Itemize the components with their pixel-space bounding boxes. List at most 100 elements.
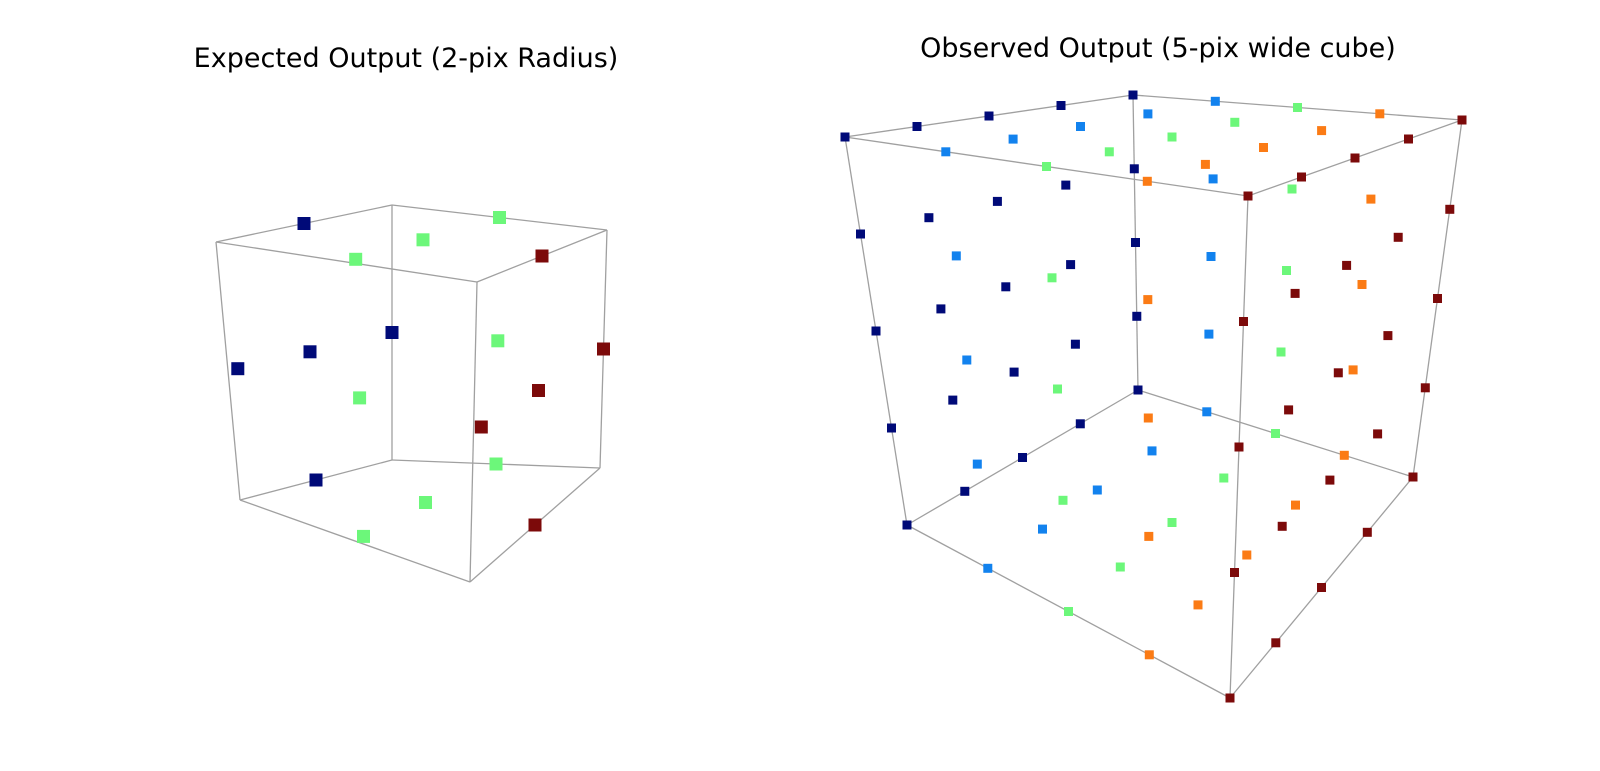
observed-marker-navy xyxy=(887,423,896,433)
observed-marker-azure xyxy=(941,147,951,157)
observed-marker-maroon xyxy=(1457,115,1467,125)
observed-marker-navy xyxy=(1129,164,1139,174)
expected-marker-lime xyxy=(353,391,367,405)
observed-marker-lime xyxy=(1042,162,1051,171)
expected-marker-maroon xyxy=(474,420,488,434)
observed-marker-navy xyxy=(992,196,1002,206)
observed-marker-maroon xyxy=(1239,317,1248,326)
observed-marker-lime xyxy=(1167,132,1177,142)
observed-marker-azure xyxy=(962,355,972,365)
observed-marker-lime xyxy=(1287,184,1297,194)
observed-marker-navy xyxy=(960,486,970,496)
observed-marker-maroon xyxy=(1271,638,1281,648)
observed-marker-lime xyxy=(1293,103,1302,112)
expected-marker-lime xyxy=(491,334,505,348)
expected-panel-title: Expected Output (2-pix Radius) xyxy=(194,43,619,74)
observed-marker-orange xyxy=(1317,126,1327,136)
observed-marker-lime xyxy=(1276,347,1286,357)
observed-marker-orange xyxy=(1193,600,1203,610)
observed-marker-azure xyxy=(1202,407,1212,417)
observed-marker-navy xyxy=(1018,453,1027,462)
observed-panel-title: Observed Output (5-pix wide cube) xyxy=(920,33,1396,64)
expected-marker-lime xyxy=(357,529,370,543)
observed-marker-maroon xyxy=(1290,288,1300,298)
observed-marker-navy xyxy=(1132,311,1142,321)
observed-marker-lime xyxy=(1115,562,1125,572)
observed-marker-orange xyxy=(1357,280,1367,289)
observed-marker-lime xyxy=(1053,384,1062,394)
observed-marker-maroon xyxy=(1297,172,1306,182)
observed-marker-orange xyxy=(1143,413,1153,423)
expected-cube-edge xyxy=(215,241,241,501)
observed-marker-navy xyxy=(1009,367,1019,377)
observed-marker-navy xyxy=(1070,339,1080,349)
expected-marker-maroon xyxy=(535,249,549,263)
observed-marker-lime xyxy=(1047,273,1057,283)
observed-marker-maroon xyxy=(1362,527,1372,537)
observed-marker-maroon xyxy=(1230,568,1239,577)
observed-marker-maroon xyxy=(1317,583,1326,592)
observed-marker-azure xyxy=(1076,122,1085,131)
observed-marker-navy xyxy=(871,326,881,336)
observed-marker-maroon xyxy=(1333,368,1343,378)
observed-marker-maroon xyxy=(1234,442,1244,452)
observed-marker-navy xyxy=(936,304,946,314)
expected-cube-edge xyxy=(215,241,478,283)
observed-marker-azure xyxy=(1008,134,1018,144)
expected-marker-lime xyxy=(349,252,363,266)
observed-marker-azure xyxy=(1210,96,1220,106)
observed-marker-orange xyxy=(1348,365,1358,375)
observed-marker-orange xyxy=(1144,650,1154,660)
observed-marker-navy xyxy=(1075,419,1085,429)
observed-marker-azure xyxy=(951,251,961,261)
observed-marker-maroon xyxy=(1350,153,1360,163)
expected-marker-navy xyxy=(297,217,311,230)
observed-marker-azure xyxy=(983,563,993,573)
observed-marker-azure xyxy=(1147,446,1157,456)
observed-marker-azure xyxy=(1204,329,1214,339)
observed-marker-orange xyxy=(1366,194,1376,204)
observed-marker-orange xyxy=(1375,109,1385,119)
observed-marker-navy xyxy=(902,520,912,530)
observed-marker-navy xyxy=(948,395,958,405)
expected-marker-maroon xyxy=(532,384,545,397)
observed-marker-orange xyxy=(1259,143,1268,152)
expected-marker-navy xyxy=(231,362,245,376)
observed-marker-navy xyxy=(924,213,934,223)
observed-marker-navy xyxy=(1066,260,1076,270)
observed-marker-lime xyxy=(1167,518,1177,527)
observed-marker-lime xyxy=(1104,147,1114,157)
observed-marker-navy xyxy=(984,111,994,121)
expected-marker-navy xyxy=(303,345,317,359)
observed-marker-maroon xyxy=(1225,693,1235,703)
expected-marker-lime xyxy=(489,457,503,471)
observed-marker-navy xyxy=(1133,385,1143,395)
observed-marker-lime xyxy=(1219,473,1229,483)
expected-marker-maroon xyxy=(528,518,542,532)
expected-marker-navy xyxy=(309,473,323,487)
observed-marker-maroon xyxy=(1420,383,1430,393)
observed-marker-lime xyxy=(1064,607,1073,616)
observed-marker-maroon xyxy=(1373,429,1383,439)
observed-marker-maroon xyxy=(1445,204,1455,214)
expected-cube-edge xyxy=(469,281,478,583)
expected-marker-lime xyxy=(419,496,432,509)
observed-marker-azure xyxy=(1208,174,1218,184)
expected-marker-lime xyxy=(416,233,430,247)
observed-marker-maroon xyxy=(1243,191,1253,201)
observed-marker-orange xyxy=(1291,500,1300,510)
observed-marker-maroon xyxy=(1284,405,1294,415)
observed-marker-navy xyxy=(912,122,922,131)
observed-marker-maroon xyxy=(1433,294,1442,303)
observed-cube xyxy=(840,90,1467,703)
expected-cube-edge xyxy=(239,499,471,583)
observed-marker-orange xyxy=(1143,295,1153,305)
expected-marker-navy xyxy=(385,326,399,339)
observed-marker-maroon xyxy=(1342,260,1352,270)
observed-marker-navy xyxy=(1001,282,1011,292)
observed-marker-maroon xyxy=(1325,475,1335,485)
observed-marker-maroon xyxy=(1408,472,1418,482)
observed-marker-lime xyxy=(1271,429,1280,438)
expected-cube xyxy=(215,204,610,583)
